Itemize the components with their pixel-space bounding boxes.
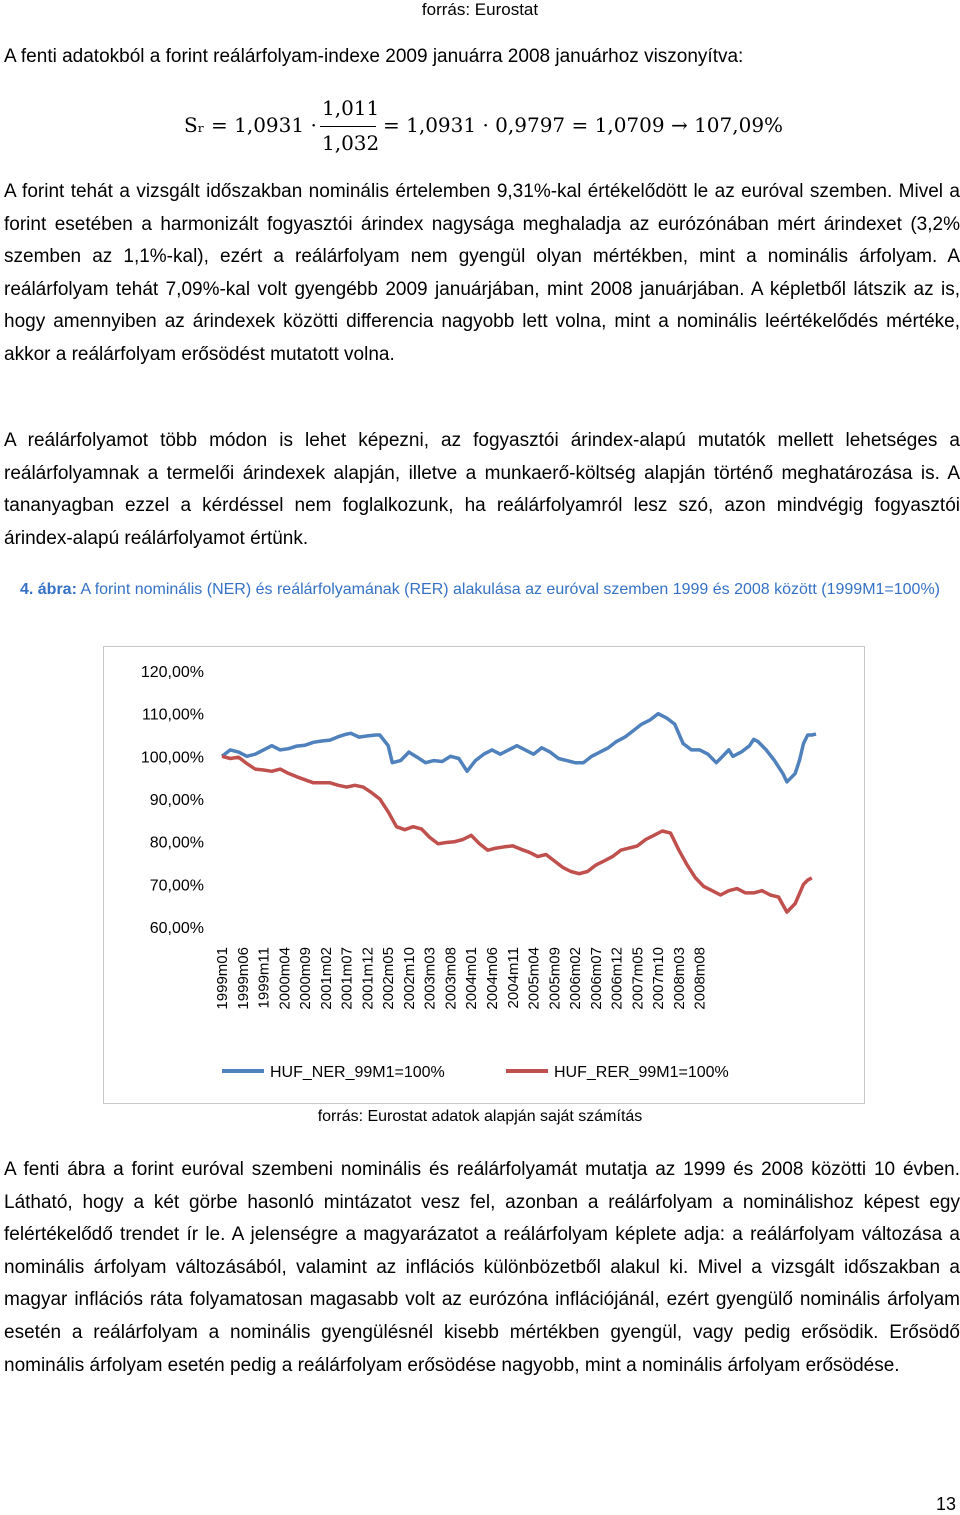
x-tick-label: 2001m12	[359, 947, 376, 1010]
x-tick-label: 2005m09	[546, 947, 563, 1010]
x-tick-label: 2001m02	[318, 947, 335, 1010]
paragraph-3: A fenti ábra a forint euróval szembeni n…	[4, 1159, 960, 1376]
x-tick-label: 1999m06	[235, 947, 252, 1010]
x-tick-label: 2002m10	[401, 947, 418, 1010]
y-tick-label: 70,00%	[150, 877, 204, 894]
series-line-rer	[221, 754, 813, 914]
x-tick-label: 2000m04	[276, 947, 293, 1010]
intro-paragraph: A fenti adatokból a forint reálárfolyam-…	[4, 46, 744, 67]
x-tick-label: 2003m03	[422, 947, 439, 1010]
x-tick-label: 2004m11	[505, 947, 522, 1008]
y-tick-label: 80,00%	[150, 835, 204, 852]
formula-denominator: 1,032	[322, 131, 380, 155]
x-tick-label: 2008m08	[692, 947, 709, 1010]
paragraph-2: A reálárfolyamot több módon is lehet kép…	[4, 430, 960, 549]
x-tick-label: 2008m03	[671, 947, 688, 1010]
x-tick-label: 2002m05	[380, 947, 397, 1010]
x-tick-label: 2007m05	[629, 947, 646, 1010]
series-line-ner	[220, 711, 817, 784]
x-tick-label: 2007m10	[650, 947, 667, 1010]
line-chart: 120,00% 110,00% 100,00% 90,00% 80,00% 70,00% 6…	[141, 664, 817, 1081]
x-tick-label: 2001m07	[339, 947, 356, 1010]
x-tick-label: 2000m09	[297, 947, 314, 1010]
formula-rhs: = 1,0931 · 0,9797 = 1,0709 → 107,09%	[383, 113, 784, 137]
figure-caption: 4. ábra: A forint nominális (NER) és reá…	[0, 578, 960, 602]
figure-caption-text: A forint nominális (NER) és reálárfolyam…	[76, 581, 941, 598]
x-tick-label: 1999m01	[214, 947, 231, 1010]
y-tick-label: 60,00%	[150, 920, 204, 937]
formula-lhs: Sᵣ = 1,0931 ·	[184, 113, 317, 137]
x-tick-label: 2006m12	[609, 947, 626, 1010]
x-tick-label: 2004m01	[463, 947, 480, 1010]
x-tick-label: 2003m08	[442, 947, 459, 1010]
x-tick-label: 2006m02	[567, 947, 584, 1010]
formula-fraction-bar	[320, 126, 376, 127]
real-exchange-rate-formula: Sᵣ = 1,0931 · 1,011 1,032 = 1,0931 · 0,9…	[0, 0, 960, 170]
legend-label: HUF_RER_99M1=100%	[554, 1064, 729, 1081]
x-tick-label: 2005m04	[526, 947, 543, 1010]
legend-label: HUF_NER_99M1=100%	[270, 1064, 445, 1081]
formula-numerator: 1,011	[322, 96, 380, 120]
y-tick-label: 120,00%	[141, 664, 204, 681]
x-tick-label: 1999m11	[256, 947, 273, 1008]
paragraph-1: A forint tehát a vizsgált időszakban nom…	[4, 181, 960, 365]
page-number: 13	[935, 1494, 956, 1514]
figure-source: forrás: Eurostat adatok alapján saját sz…	[317, 1108, 643, 1125]
y-tick-label: 100,00%	[141, 749, 204, 766]
figure-caption-label: 4. ábra:	[19, 581, 77, 598]
y-tick-label: 90,00%	[150, 792, 204, 809]
chart-frame: 120,00% 110,00% 100,00% 90,00% 80,00% 70,00% 6…	[103, 646, 865, 1104]
x-tick-label: 2004m06	[484, 947, 501, 1010]
x-tick-label: 2006m07	[588, 947, 605, 1010]
source-note-top: forrás: Eurostat	[421, 0, 539, 19]
y-tick-label: 110,00%	[142, 707, 204, 724]
